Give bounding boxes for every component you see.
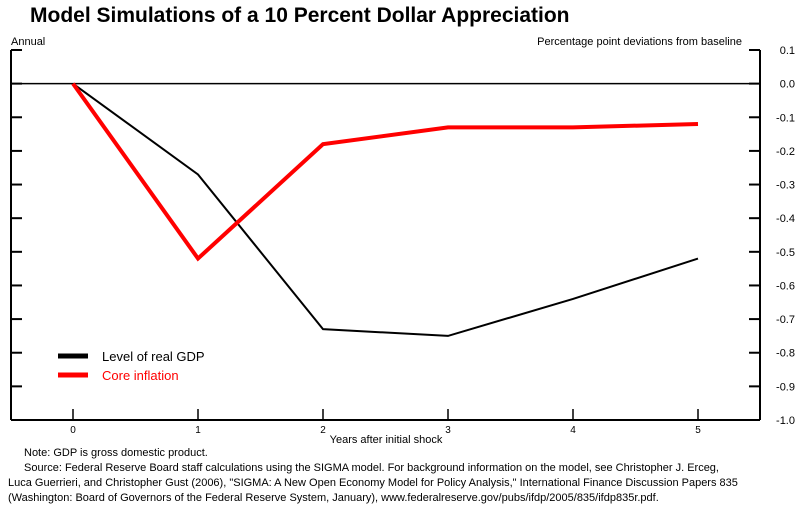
y-tick-label: -0.1: [776, 112, 795, 124]
x-tick-label: 4: [570, 425, 576, 436]
source-line-2: Luca Guerrieri, and Christopher Gust (20…: [8, 477, 738, 489]
y-tick-label: 0.0: [780, 79, 795, 91]
x-tick-label: 0: [70, 425, 76, 436]
legend: Level of real GDP Core inflation: [58, 349, 205, 383]
source-line-3: (Washington: Board of Governors of the F…: [8, 492, 659, 504]
y-tick-label: -0.4: [776, 213, 795, 225]
axes: 0.1 0.0 -0.1 -0.2 -0.3 -0.4 -0.5 -0.6 -0.7 -0.8 -0…: [10, 45, 795, 436]
y-tick-label: -0.2: [776, 146, 795, 158]
x-tick-label: 5: [695, 425, 701, 436]
y-axis-label: Percentage point deviations from baselin…: [537, 36, 742, 48]
x-tick-label: 2: [320, 425, 326, 436]
y-tick-label: -0.9: [776, 381, 795, 393]
x-tick-label: 3: [445, 425, 451, 436]
legend-label: Core inflation: [102, 368, 179, 383]
x-tick-label: 1: [195, 425, 201, 436]
frequency-label: Annual: [11, 36, 46, 48]
y-tick-label: 0.1: [780, 45, 795, 57]
y-tick-label: -0.7: [776, 314, 795, 326]
y-tick-label: -0.6: [776, 280, 795, 292]
legend-label: Level of real GDP: [102, 349, 205, 364]
footnotes: Note: GDP is gross domestic product. Sou…: [0, 446, 800, 506]
line-chart: 0.1 0.0 -0.1 -0.2 -0.3 -0.4 -0.5 -0.6 -0.7 -0.8 -0…: [10, 45, 795, 446]
y-tick-label: -0.5: [776, 247, 795, 259]
source-line-1: Source: Federal Reserve Board staff calc…: [24, 462, 719, 474]
series-line-real-gdp: [72, 82, 699, 337]
x-axis-label: Years after initial shock: [330, 434, 443, 446]
y-tick-label: -0.3: [776, 180, 795, 192]
series-line-core-inflation: [71, 82, 699, 262]
y-tick-label: -1.0: [776, 415, 795, 427]
y-tick-label: -0.8: [776, 348, 795, 360]
series-group: [71, 82, 699, 337]
note-text: Note: GDP is gross domestic product.: [24, 447, 208, 459]
chart-title: Model Simulations of a 10 Percent Dollar…: [30, 4, 570, 27]
